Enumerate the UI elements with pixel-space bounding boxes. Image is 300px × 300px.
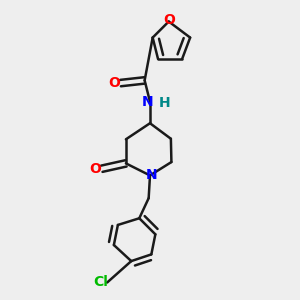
Text: O: O xyxy=(163,13,175,27)
Text: H: H xyxy=(159,96,170,110)
Text: O: O xyxy=(108,76,120,90)
Text: N: N xyxy=(146,168,157,182)
Text: O: O xyxy=(89,162,101,176)
Text: Cl: Cl xyxy=(93,275,108,290)
Text: N: N xyxy=(142,95,154,109)
